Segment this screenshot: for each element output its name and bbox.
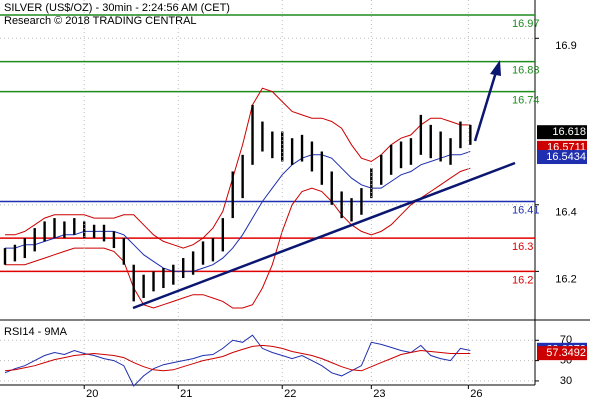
level-label: 16.2 <box>512 274 533 286</box>
price-bar <box>13 244 17 262</box>
price-bar <box>300 134 304 162</box>
series-line <box>4 334 471 387</box>
trendline <box>132 161 516 310</box>
price-bar <box>469 124 472 145</box>
price-bar <box>449 138 452 165</box>
price-bar <box>281 131 284 162</box>
series-line <box>5 87 471 249</box>
price-bar <box>419 114 423 155</box>
price-bar <box>3 248 7 265</box>
price-bar <box>132 264 135 302</box>
price-bar <box>102 224 106 242</box>
price-bar <box>429 124 432 159</box>
price-bar <box>182 258 185 279</box>
price-bar <box>310 141 314 172</box>
price-bar <box>211 238 215 262</box>
chart-title: SILVER (US$/OZ) - 30min - 2:24:56 AM (CE… <box>4 2 230 14</box>
price-bar <box>63 221 66 239</box>
y-tick-label: 16.9 <box>555 40 576 52</box>
projection-arrow <box>473 71 498 142</box>
last-value-box <box>537 150 587 165</box>
price-bar <box>320 151 324 185</box>
price-bar <box>241 154 244 199</box>
arrow-head <box>490 60 501 76</box>
price-bar <box>172 264 175 285</box>
price-bar <box>370 168 373 199</box>
price-bar <box>271 131 274 159</box>
price-bar <box>142 274 145 299</box>
price-bar <box>330 171 333 205</box>
price-bar <box>152 271 155 292</box>
level-label: 16.74 <box>512 94 540 106</box>
plot: 16.2 16.4 16.9 16.97 16.83 16.74 16.41 16.3 16.2… <box>0 0 577 400</box>
x-tick-label: 21 <box>180 388 192 400</box>
last-value-box <box>537 125 587 140</box>
y-tick-label: 30 <box>560 375 572 387</box>
x-tick-label: 20 <box>86 388 98 400</box>
x-tick-label: 26 <box>470 388 482 400</box>
series-line <box>4 344 471 372</box>
series-line <box>5 167 471 309</box>
series-line <box>5 151 471 272</box>
price-bar <box>261 121 264 152</box>
price-bar <box>350 198 353 222</box>
last-value-box <box>537 346 587 361</box>
x-tick-label: 22 <box>284 388 296 400</box>
level-label: 16.3 <box>512 241 533 253</box>
price-bar <box>399 141 403 169</box>
price-bar <box>73 218 76 235</box>
chart-subtitle: Research © 2018 TRADING CENTRAL <box>4 15 197 27</box>
price-bar <box>409 138 413 165</box>
price-bar <box>112 231 116 249</box>
price-bar <box>23 238 27 259</box>
price-bar <box>92 224 96 239</box>
x-tick-label: 23 <box>373 388 385 400</box>
price-bar <box>122 238 126 265</box>
price-bar <box>231 171 234 219</box>
price-bar <box>459 121 462 149</box>
y-tick-label: 16.2 <box>555 273 576 285</box>
price-bar <box>53 218 56 239</box>
y-tick-label: 16.4 <box>555 207 576 219</box>
price-bar <box>201 241 205 265</box>
price-bar <box>162 268 165 289</box>
price-bar <box>389 144 393 175</box>
price-bar <box>340 191 343 219</box>
rsi-title: RSI14 - 9MA <box>4 326 68 338</box>
last-value-label: 16.5434 <box>546 151 586 163</box>
price-bar <box>33 228 36 252</box>
last-value-label: 16.618 <box>552 126 586 138</box>
price-bar <box>251 104 254 165</box>
price-bar <box>380 154 383 185</box>
price-bar <box>360 188 363 215</box>
price-bar <box>83 221 86 239</box>
price-bar <box>191 251 195 275</box>
price-bar <box>439 131 442 162</box>
last-value-label: 57.3492 <box>546 347 586 359</box>
price-bar <box>221 218 225 252</box>
level-label: 16.97 <box>512 18 540 30</box>
level-label: 16.41 <box>512 204 540 216</box>
price-bar <box>43 221 46 242</box>
price-bar <box>290 138 294 165</box>
level-label: 16.83 <box>512 65 540 77</box>
